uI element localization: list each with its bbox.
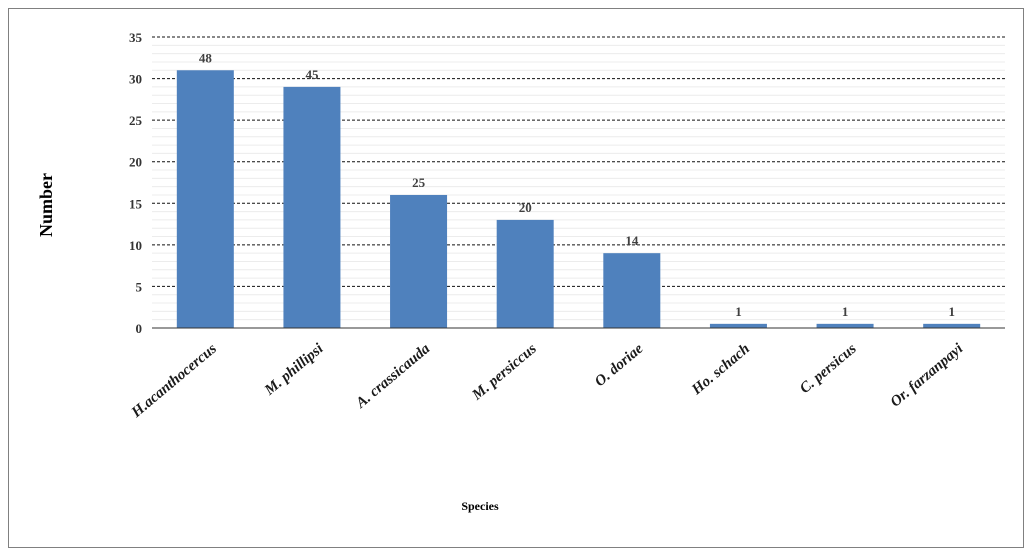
data-label: 1: [735, 304, 742, 319]
y-tick-label: 10: [129, 238, 142, 253]
y-axis-title: Number: [36, 173, 56, 237]
y-axis-ticks: 0 5 10 15 20 25 30 35: [129, 30, 143, 336]
y-tick-label: 20: [129, 155, 142, 170]
y-tick-label: 5: [136, 279, 143, 294]
bar: [283, 86, 341, 328]
category-label: C. persicus: [797, 341, 860, 397]
y-tick-label: 0: [136, 321, 143, 336]
data-label: 14: [625, 233, 639, 248]
category-label: M. phillipsi: [261, 340, 327, 399]
y-tick-label: 35: [129, 30, 143, 45]
y-tick-label: 25: [129, 113, 143, 128]
data-label: 45: [305, 67, 319, 82]
y-tick-label: 15: [129, 196, 143, 211]
bar: [923, 323, 981, 328]
data-labels: 48 45 25 20 14 1 1 1: [199, 50, 955, 319]
bar: [176, 70, 234, 328]
category-label: M. persiccus: [469, 341, 540, 404]
gridlines: [152, 36, 1005, 321]
data-label: 1: [842, 304, 849, 319]
category-label: Or. farzanpayi: [888, 340, 967, 410]
bar-chart: 48 45 25 20 14 1 1 1 0 5 10 15 20 25 30 35 H.acanthoce…: [36, 30, 1005, 513]
bar: [816, 323, 874, 328]
data-label: 20: [519, 200, 532, 215]
bars: [176, 70, 981, 328]
bar: [709, 323, 767, 328]
category-label: O. doriae: [592, 341, 647, 390]
y-tick-label: 30: [129, 72, 142, 87]
x-axis-categories: H.acanthocercus M. phillipsi A. crassicaud…: [128, 340, 967, 421]
data-label: 25: [412, 175, 426, 190]
data-label: 48: [199, 50, 213, 65]
bar: [390, 194, 448, 328]
category-label: Ho. schach: [688, 341, 753, 399]
category-label: H.acanthocercus: [128, 341, 220, 422]
data-label: 1: [948, 304, 955, 319]
bar: [496, 219, 554, 328]
bar: [603, 253, 661, 328]
category-label: A. crassicauda: [352, 340, 433, 412]
x-axis-title: Species: [461, 499, 499, 513]
